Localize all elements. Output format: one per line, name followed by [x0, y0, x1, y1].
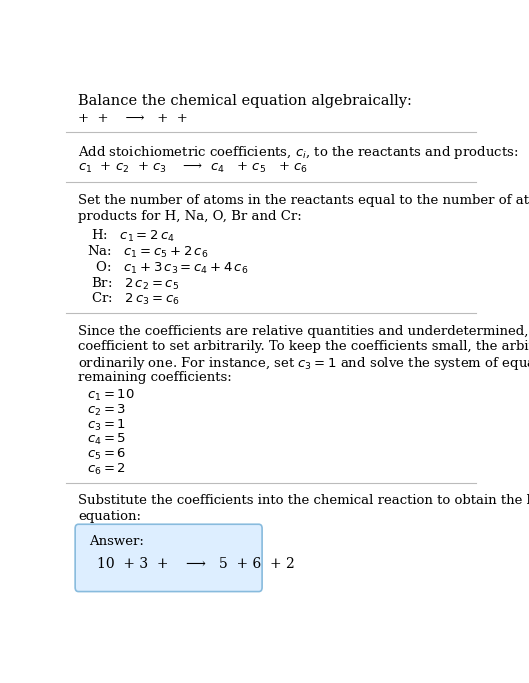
Text: $c_2 = 3$: $c_2 = 3$ [87, 403, 126, 418]
Text: $c_1 = 10$: $c_1 = 10$ [87, 388, 134, 403]
Text: O:   $c_1 + 3\,c_3 = c_4 + 4\,c_6$: O: $c_1 + 3\,c_3 = c_4 + 4\,c_6$ [87, 260, 248, 276]
Text: H:   $c_1 = 2\,c_4$: H: $c_1 = 2\,c_4$ [87, 228, 175, 245]
Text: Since the coefficients are relative quantities and underdetermined, choose a: Since the coefficients are relative quan… [78, 325, 529, 338]
Text: remaining coefficients:: remaining coefficients: [78, 371, 232, 384]
Text: $c_4 = 5$: $c_4 = 5$ [87, 432, 126, 447]
Text: $c_3 = 1$: $c_3 = 1$ [87, 417, 126, 432]
Text: $c_1$  + $c_2$  + $c_3$    ⟶  $c_4$   + $c_5$   + $c_6$: $c_1$ + $c_2$ + $c_3$ ⟶ $c_4$ + $c_5$ + … [78, 161, 308, 176]
Text: Answer:: Answer: [89, 535, 143, 548]
Text: Set the number of atoms in the reactants equal to the number of atoms in the: Set the number of atoms in the reactants… [78, 194, 529, 207]
Text: +  +    ⟶   +  +: + + ⟶ + + [78, 113, 188, 126]
Text: Balance the chemical equation algebraically:: Balance the chemical equation algebraica… [78, 94, 412, 107]
Text: Cr:   $2\,c_3 = c_6$: Cr: $2\,c_3 = c_6$ [87, 291, 179, 307]
Text: 10  + 3  +    ⟶   5  + 6  + 2: 10 + 3 + ⟶ 5 + 6 + 2 [97, 557, 299, 572]
Text: Br:   $2\,c_2 = c_5$: Br: $2\,c_2 = c_5$ [87, 275, 179, 292]
Text: Na:   $c_1 = c_5 + 2\,c_6$: Na: $c_1 = c_5 + 2\,c_6$ [87, 244, 208, 260]
Text: Substitute the coefficients into the chemical reaction to obtain the balanced: Substitute the coefficients into the che… [78, 494, 529, 507]
FancyBboxPatch shape [75, 525, 262, 591]
Text: ordinarily one. For instance, set $c_3 = 1$ and solve the system of equations fo: ordinarily one. For instance, set $c_3 =… [78, 355, 529, 372]
Text: $c_6 = 2$: $c_6 = 2$ [87, 462, 125, 477]
Text: products for H, Na, O, Br and Cr:: products for H, Na, O, Br and Cr: [78, 210, 302, 223]
Text: $c_5 = 6$: $c_5 = 6$ [87, 447, 126, 462]
Text: coefficient to set arbitrarily. To keep the coefficients small, the arbitrary va: coefficient to set arbitrarily. To keep … [78, 340, 529, 353]
Text: Add stoichiometric coefficients, $c_i$, to the reactants and products:: Add stoichiometric coefficients, $c_i$, … [78, 144, 519, 161]
Text: equation:: equation: [78, 510, 141, 523]
